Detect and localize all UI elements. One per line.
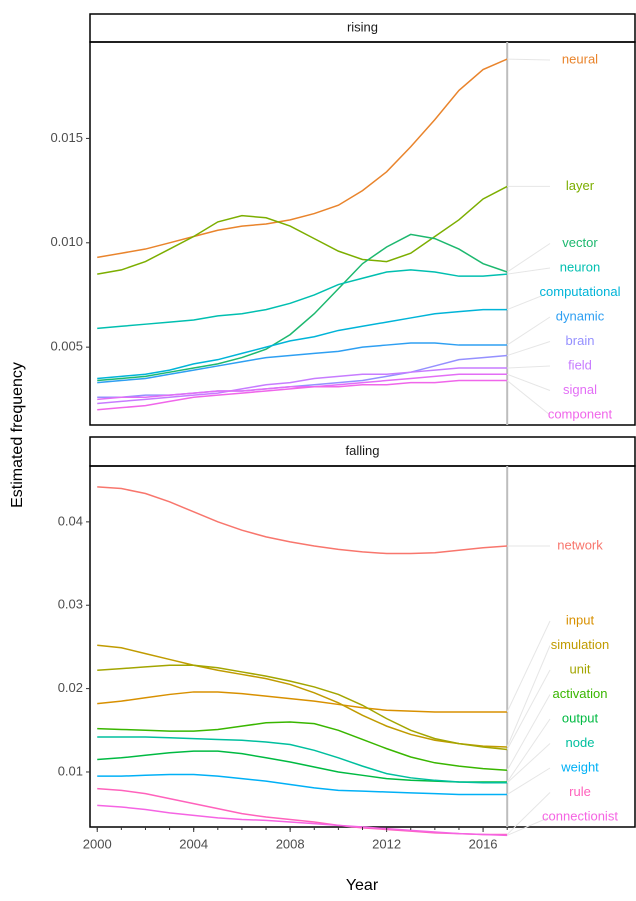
- series-label: unit: [570, 661, 591, 676]
- x-tick-label: 2016: [469, 836, 498, 851]
- label-leader: [507, 365, 551, 369]
- series-label: vector: [562, 235, 598, 250]
- series-line: [97, 486, 508, 555]
- series-label: node: [566, 735, 595, 750]
- x-tick-label: 2012: [372, 836, 401, 851]
- series-line: [97, 773, 508, 796]
- series-label: layer: [566, 178, 595, 193]
- panel-title: falling: [346, 443, 380, 458]
- y-tick-label: 0.04: [58, 513, 83, 528]
- label-leader: [506, 380, 551, 416]
- label-leader: [506, 645, 551, 748]
- series-label: dynamic: [556, 308, 605, 323]
- series-label: input: [566, 612, 595, 627]
- x-tick-label: 2000: [83, 836, 112, 851]
- y-axis-title: Estimated frequency: [9, 362, 26, 508]
- label-leader: [507, 341, 551, 356]
- series-line: [97, 804, 508, 837]
- label-leader: [506, 816, 551, 836]
- label-leader: [507, 58, 551, 61]
- y-tick-label: 0.005: [50, 339, 83, 354]
- series-line: [97, 269, 508, 330]
- label-leader: [506, 743, 551, 784]
- label-leader: [506, 620, 551, 713]
- series-label: component: [548, 406, 613, 421]
- label-leader: [506, 316, 551, 346]
- series-label: simulation: [551, 637, 610, 652]
- y-tick-label: 0.010: [50, 234, 83, 249]
- strip: [89, 436, 636, 467]
- y-tick-label: 0.02: [58, 680, 83, 695]
- label-leader: [507, 292, 551, 311]
- strip: [89, 13, 636, 43]
- series-line: [97, 379, 508, 411]
- panel-title: rising: [347, 19, 378, 34]
- series-label: computational: [540, 284, 621, 299]
- label-leader: [506, 694, 551, 771]
- series-line: [97, 373, 508, 401]
- series-label: network: [557, 537, 603, 552]
- series-line: [97, 664, 508, 751]
- series-label: brain: [566, 333, 595, 348]
- label-leader: [506, 792, 551, 835]
- label-leader: [506, 767, 551, 795]
- series-line: [97, 644, 508, 748]
- series-line: [97, 736, 508, 784]
- series-line: [97, 721, 508, 772]
- x-tick-label: 2008: [276, 836, 305, 851]
- series-label: activation: [553, 686, 608, 701]
- label-leader: [507, 373, 551, 391]
- series-line: [97, 58, 508, 259]
- label-leader: [506, 243, 551, 273]
- series-line: [97, 233, 508, 382]
- series-line: [97, 691, 508, 713]
- series-label: field: [568, 357, 592, 372]
- x-axis-title: Year: [346, 877, 379, 894]
- y-tick-label: 0.015: [50, 130, 83, 145]
- series-label: neuron: [560, 259, 600, 274]
- label-leader: [506, 669, 551, 750]
- series-line: [97, 342, 508, 384]
- label-leader: [506, 718, 551, 783]
- y-tick-label: 0.01: [58, 763, 83, 778]
- plot-frame: [89, 41, 636, 426]
- series-label: connectionist: [542, 808, 618, 823]
- series-line: [97, 367, 508, 405]
- series-label: neural: [562, 51, 598, 66]
- series-line: [97, 750, 508, 783]
- x-tick-label: 2004: [179, 836, 208, 851]
- series-label: rule: [569, 784, 591, 799]
- series-label: output: [562, 710, 599, 725]
- y-tick-label: 0.03: [58, 597, 83, 612]
- series-label: weight: [560, 759, 599, 774]
- series-line: [97, 308, 508, 380]
- series-line: [97, 185, 508, 275]
- series-label: signal: [563, 382, 597, 397]
- label-leader: [507, 267, 551, 275]
